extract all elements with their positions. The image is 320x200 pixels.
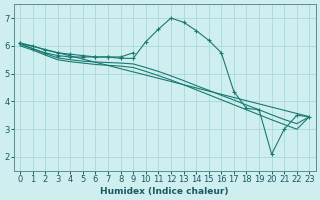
X-axis label: Humidex (Indice chaleur): Humidex (Indice chaleur): [100, 187, 229, 196]
